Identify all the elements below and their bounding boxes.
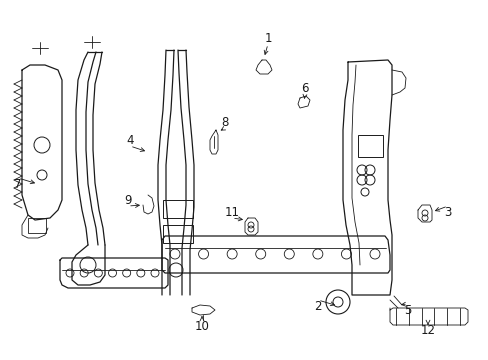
Bar xyxy=(28,218,46,233)
Text: 5: 5 xyxy=(404,303,411,316)
Text: 12: 12 xyxy=(420,324,435,337)
Bar xyxy=(163,225,193,243)
Text: 6: 6 xyxy=(301,81,308,94)
Text: 10: 10 xyxy=(194,320,209,333)
Text: 9: 9 xyxy=(124,194,131,207)
Text: 1: 1 xyxy=(264,31,271,45)
Bar xyxy=(163,200,193,218)
Bar xyxy=(357,135,382,157)
Text: 7: 7 xyxy=(14,177,21,190)
Text: 11: 11 xyxy=(224,206,239,219)
Text: 2: 2 xyxy=(314,300,321,312)
Text: 3: 3 xyxy=(444,206,451,219)
Text: 4: 4 xyxy=(126,134,134,147)
Text: 8: 8 xyxy=(221,116,228,129)
